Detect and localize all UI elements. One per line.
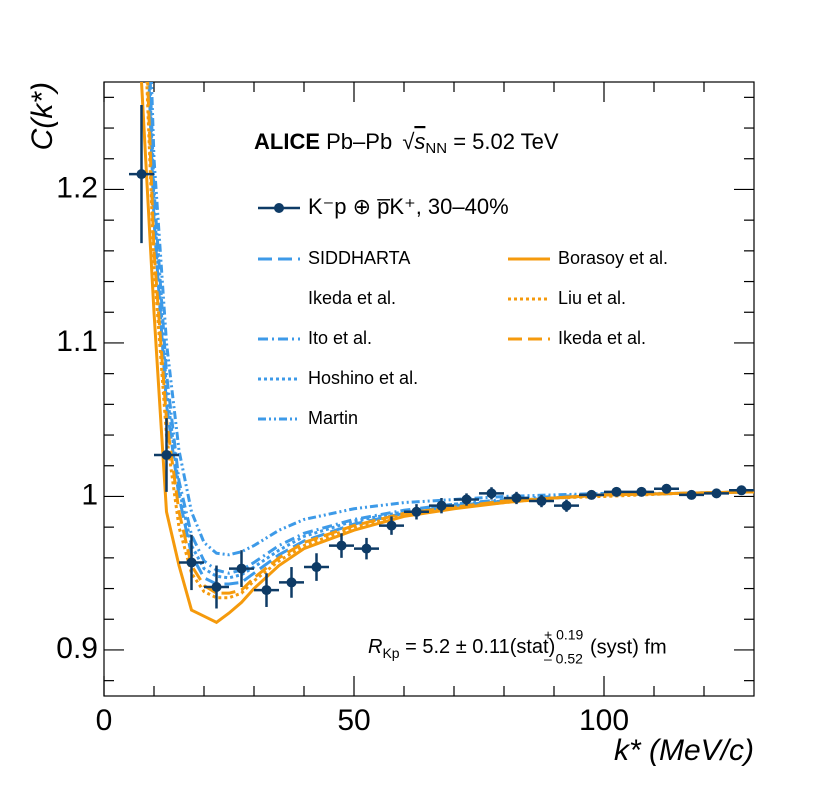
x-tick-label: 50 xyxy=(337,704,370,737)
x-tick-label: 0 xyxy=(96,704,113,737)
legend-label-line: Ikeda et al. xyxy=(558,328,646,348)
data-point xyxy=(461,494,472,505)
data-point xyxy=(411,506,422,517)
energy-variable: s xyxy=(414,129,425,154)
legend-label: Borasoy et al. xyxy=(558,248,668,268)
model-curve xyxy=(148,82,754,575)
data-point xyxy=(486,488,497,499)
data-point xyxy=(311,562,322,573)
legend-label-line: Ito et al. xyxy=(308,328,372,348)
data-point xyxy=(686,489,697,500)
data-point xyxy=(436,500,447,511)
data-point xyxy=(636,486,647,497)
data-point xyxy=(536,496,547,507)
model-curve xyxy=(149,82,754,557)
annotation: RKp = 5.2 ± 0.11(stat) xyxy=(368,636,555,664)
annotation-text: = 5.2 ± 0.11(stat) xyxy=(405,636,555,658)
annotation-subscript: Kp xyxy=(382,645,399,661)
data-point xyxy=(286,577,297,588)
data-point xyxy=(361,543,372,554)
y-tick-label: 0.9 xyxy=(56,632,98,665)
annotation-symbol: R xyxy=(368,636,382,658)
data-point xyxy=(161,450,172,461)
data-point xyxy=(211,582,222,593)
data-point xyxy=(586,489,597,500)
plot-frame xyxy=(103,81,755,697)
data-point xyxy=(736,485,747,496)
legend-label-line: Ikeda et al. xyxy=(308,288,396,308)
data-point xyxy=(336,540,347,551)
data-point xyxy=(386,520,397,531)
legend-label-line: Martin xyxy=(308,408,358,428)
system: Pb–Pb xyxy=(326,129,392,154)
curves xyxy=(139,82,754,625)
legend-label-line: Borasoy et al. xyxy=(558,248,668,268)
model-curve xyxy=(147,82,754,586)
legend-swatch xyxy=(274,203,284,213)
legend-label-line: SIDDHARTA xyxy=(308,248,410,268)
y-tick-label: 1.2 xyxy=(56,171,98,204)
annotation-sub: – 0.52 xyxy=(544,651,583,667)
sqrt: √ xyxy=(402,129,415,154)
legend-label: Martin xyxy=(308,408,358,428)
y-tick-label: 1.1 xyxy=(56,325,98,358)
legend-label: Ito et al. xyxy=(308,328,372,348)
legend-label-line: Liu et al. xyxy=(558,288,626,308)
model-curve xyxy=(139,82,754,625)
data-point xyxy=(611,486,622,497)
data-point xyxy=(186,557,197,568)
data-point xyxy=(136,169,147,180)
y-tick-label: 1 xyxy=(81,478,98,511)
annotation-sup: + 0.19 xyxy=(544,627,584,643)
header: ALICE Pb–Pb √sNN = 5.02 TeV xyxy=(254,129,559,160)
data-point xyxy=(511,492,522,503)
model-curve xyxy=(148,82,754,580)
legend-label-line: Hoshino et al. xyxy=(308,368,418,388)
data-point xyxy=(261,585,272,596)
x-tick-label: 100 xyxy=(579,704,629,737)
data-point xyxy=(561,500,572,511)
legend-label: K⁻p ⊕ p̅K⁺, 30–40% xyxy=(308,194,509,219)
x-axis-label: k* (MeV/c) xyxy=(614,734,754,767)
data-point xyxy=(236,563,247,574)
legend-label: Liu et al. xyxy=(558,288,626,308)
energy-text: = 5.02 TeV xyxy=(453,129,559,154)
data-point xyxy=(711,488,722,499)
legend-label: Ikeda et al. xyxy=(558,328,646,348)
legend-label: Hoshino et al. xyxy=(308,368,418,388)
annotation-tail: (syst) fm xyxy=(590,636,667,658)
energy-subscript: NN xyxy=(425,140,447,157)
legend-label: SIDDHARTA Ikeda et al. xyxy=(308,248,410,308)
data-point xyxy=(661,483,672,494)
y-axis-label: C(k*) xyxy=(26,82,59,150)
experiment: ALICE xyxy=(254,129,320,154)
